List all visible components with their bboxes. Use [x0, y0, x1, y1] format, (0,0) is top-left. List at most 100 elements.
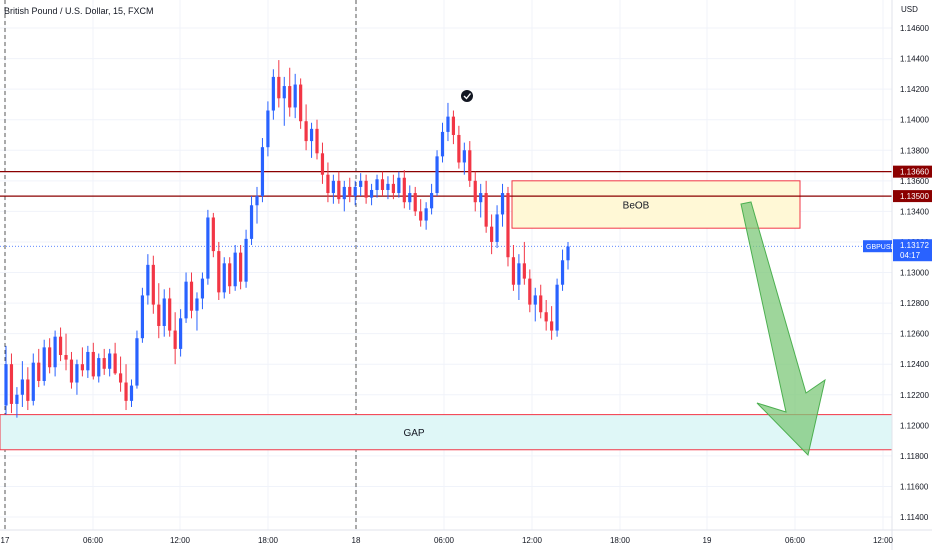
candle-body — [140, 295, 145, 339]
candle-body — [277, 76, 281, 99]
candle-body — [233, 252, 237, 287]
candle-body — [48, 347, 52, 368]
candle-body — [375, 179, 379, 190]
candle-body — [511, 257, 516, 285]
candle-body — [560, 260, 565, 285]
candle-body — [468, 150, 472, 181]
candle-body — [566, 246, 570, 261]
candle-body — [457, 134, 461, 163]
candle-body — [533, 295, 537, 305]
candle-body — [162, 298, 166, 326]
gap-zone — [0, 414, 893, 451]
candle-body — [473, 180, 477, 203]
candle-body — [69, 359, 74, 383]
price-tick: 1.13400 — [900, 207, 929, 216]
chart-title: British Pound / U.S. Dollar, 15, FXCM — [4, 6, 154, 16]
currency-label: USD — [901, 5, 918, 14]
candle-body — [299, 84, 303, 122]
price-tick: 1.12200 — [900, 391, 929, 400]
time-axis[interactable]: 17 06:00 12:00 18:00 18 06:00 12:00 18:00 19 06:0… — [0, 529, 932, 545]
candle-body — [135, 338, 139, 386]
time-tick: 18:00 — [258, 536, 279, 545]
candle-body — [397, 177, 401, 194]
candle-body — [249, 205, 254, 239]
candle-body — [189, 281, 194, 311]
annotations — [461, 90, 826, 457]
candle-body — [129, 385, 134, 401]
down-arrow — [740, 201, 826, 457]
candle-body — [58, 336, 63, 356]
candle-body — [326, 174, 330, 194]
price-tick: 1.13800 — [900, 146, 929, 155]
candle-body — [244, 238, 248, 282]
candle-body — [484, 193, 488, 227]
candle-body — [544, 312, 548, 322]
candle-body — [271, 76, 275, 111]
candle-body — [195, 298, 199, 311]
price-axis[interactable]: USD 1.14600 1.14400 1.14200 1.14000 1.13800 1.… — [863, 0, 932, 550]
candle-body — [304, 121, 308, 142]
candle-body — [37, 362, 41, 381]
countdown-text: 04:17 — [900, 251, 921, 260]
candle-body — [550, 321, 554, 331]
candle-body — [266, 110, 270, 148]
candle-body — [146, 264, 150, 296]
candle-body — [348, 186, 352, 197]
candle-body — [528, 278, 532, 305]
candle-body — [391, 183, 395, 194]
candle-body — [408, 193, 412, 203]
candle-body — [331, 180, 335, 194]
candle-body — [315, 128, 319, 154]
candle-body — [506, 193, 510, 258]
price-tick: 1.14000 — [900, 116, 929, 125]
candle-body — [369, 189, 374, 198]
candle-body — [429, 193, 434, 209]
candle-body — [75, 364, 79, 383]
candle-body — [108, 353, 112, 369]
candle-body — [555, 284, 559, 331]
candle-body — [402, 177, 406, 203]
candle-body — [97, 358, 101, 377]
candle-body — [260, 147, 265, 197]
candle-body — [239, 252, 243, 282]
price-tick: 1.12800 — [900, 299, 929, 308]
candle-body — [184, 281, 188, 319]
candle-body — [490, 226, 494, 242]
check-icon — [461, 90, 473, 102]
candle-body — [446, 116, 450, 132]
candle-body — [9, 364, 14, 404]
current-price-text: 1.13172 — [900, 241, 929, 250]
candle-body — [173, 330, 177, 349]
time-tick: 12:00 — [170, 536, 191, 545]
candle-body — [179, 318, 183, 349]
candle-body — [20, 379, 24, 395]
candle-body — [435, 156, 439, 194]
candle-body — [4, 364, 8, 406]
beob-label: BeOB — [623, 200, 650, 211]
candle-body — [495, 214, 499, 242]
candle-body — [151, 264, 155, 305]
candle-body — [440, 131, 445, 157]
candle-body — [353, 186, 357, 197]
candle-body — [342, 186, 346, 200]
candle-body — [26, 379, 30, 401]
price-tick: 1.12400 — [900, 360, 929, 369]
candle-body — [479, 193, 483, 203]
candle-body — [113, 353, 117, 374]
candle-body — [364, 180, 368, 198]
price-tick: 1.13600 — [900, 177, 929, 186]
candle-body — [86, 351, 90, 371]
candle-body — [124, 382, 128, 401]
candle-body — [320, 153, 325, 175]
candle-body — [380, 179, 385, 190]
time-tick: 17 — [1, 536, 10, 545]
price-tick: 1.11600 — [900, 482, 929, 491]
candle-body — [500, 193, 505, 215]
candle-body — [359, 180, 363, 187]
price-tick: 1.11800 — [900, 452, 929, 461]
time-tick: 18:00 — [610, 536, 631, 545]
time-tick: 18 — [352, 536, 361, 545]
candle-body — [64, 355, 68, 360]
check-icon-mark — [463, 93, 472, 100]
